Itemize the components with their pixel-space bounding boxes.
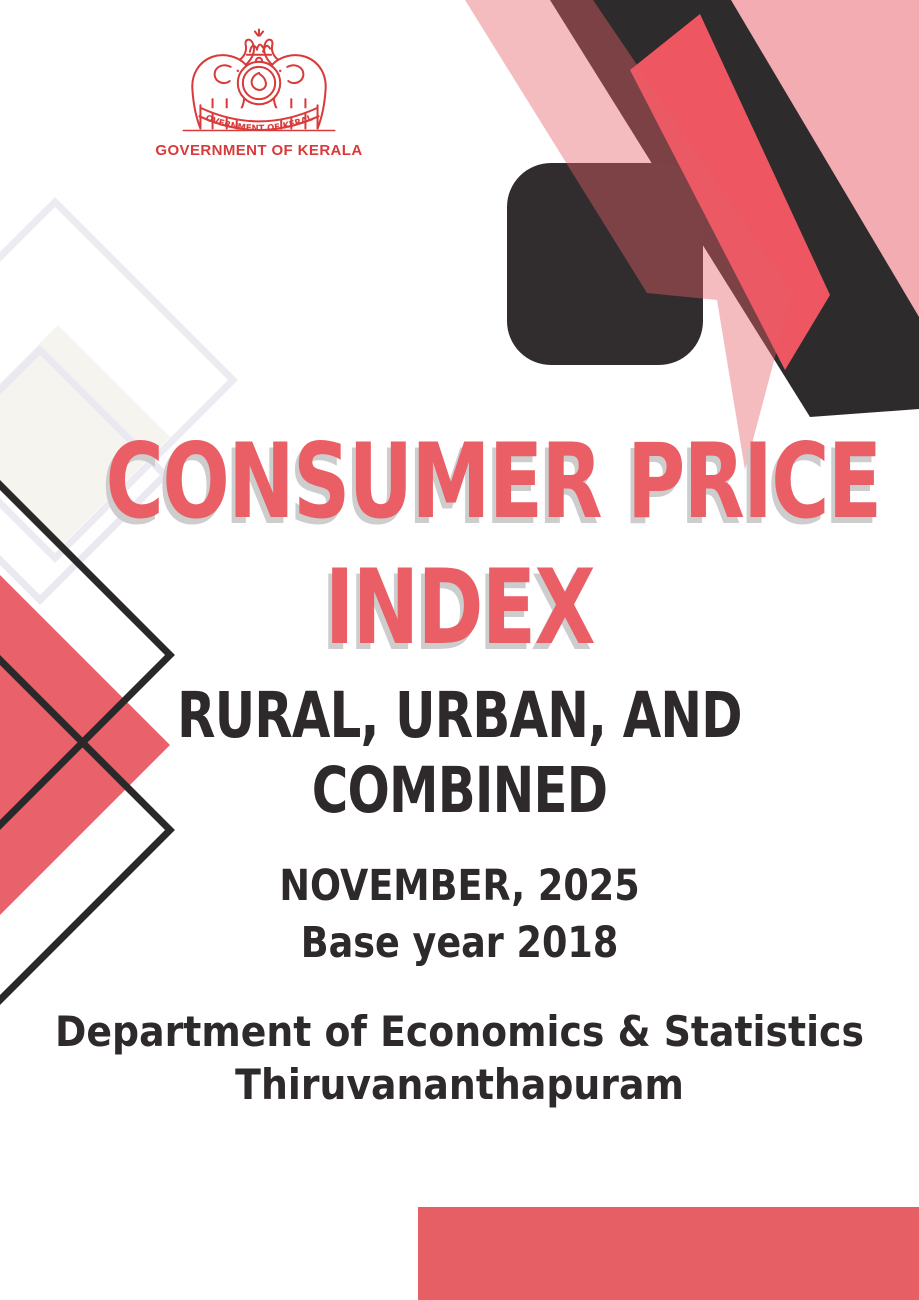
period-month: NOVEMBER, 2025 [279, 861, 640, 911]
dark-diamond-outline-upper [0, 480, 175, 830]
emblem-caption: GOVERNMENT OF KERALA [155, 142, 363, 159]
cream-diamond [0, 325, 170, 549]
title-line-1: CONSUMER PRICE [105, 422, 882, 542]
page-title: CONSUMER PRICE INDEX [105, 420, 882, 671]
publisher: Department of Economics & Statistics Thi… [46, 1006, 873, 1111]
kerala-emblem-icon: GOVERNMENT OF KERALA [153, 24, 336, 134]
subtitle-line-2: COMBINED [311, 753, 608, 827]
publisher-city: Thiruvananthapuram [235, 1059, 684, 1109]
title-line-2: INDEX [324, 547, 596, 668]
faint-diamond-outline-top [0, 197, 238, 563]
kerala-emblem: GOVERNMENT OF KERALA GOVERNMENT OF KERAL… [148, 24, 370, 159]
subtitle-line-1: RURAL, URBAN, AND [177, 679, 742, 752]
report-period: NOVEMBER, 2025 Base year 2018 [69, 858, 850, 972]
page-subtitle: RURAL, URBAN, AND COMBINED [96, 679, 822, 829]
emblem-medallion [236, 60, 282, 106]
period-base-year: Base year 2018 [300, 918, 619, 969]
emblem-banner [200, 107, 318, 123]
dark-rounded-square [507, 163, 703, 365]
dark-diamond-outline-lower [0, 655, 175, 1005]
emblem-conch [250, 71, 267, 91]
bottom-accent-bar [418, 1207, 919, 1300]
emblem-finial [253, 28, 265, 37]
publisher-department: Department of Economics & Statistics [55, 1007, 864, 1056]
translucent-pink-band [465, 0, 792, 470]
faint-diamond-outline-bottom [0, 345, 170, 605]
salmon-diagonal-stripe [630, 14, 830, 370]
